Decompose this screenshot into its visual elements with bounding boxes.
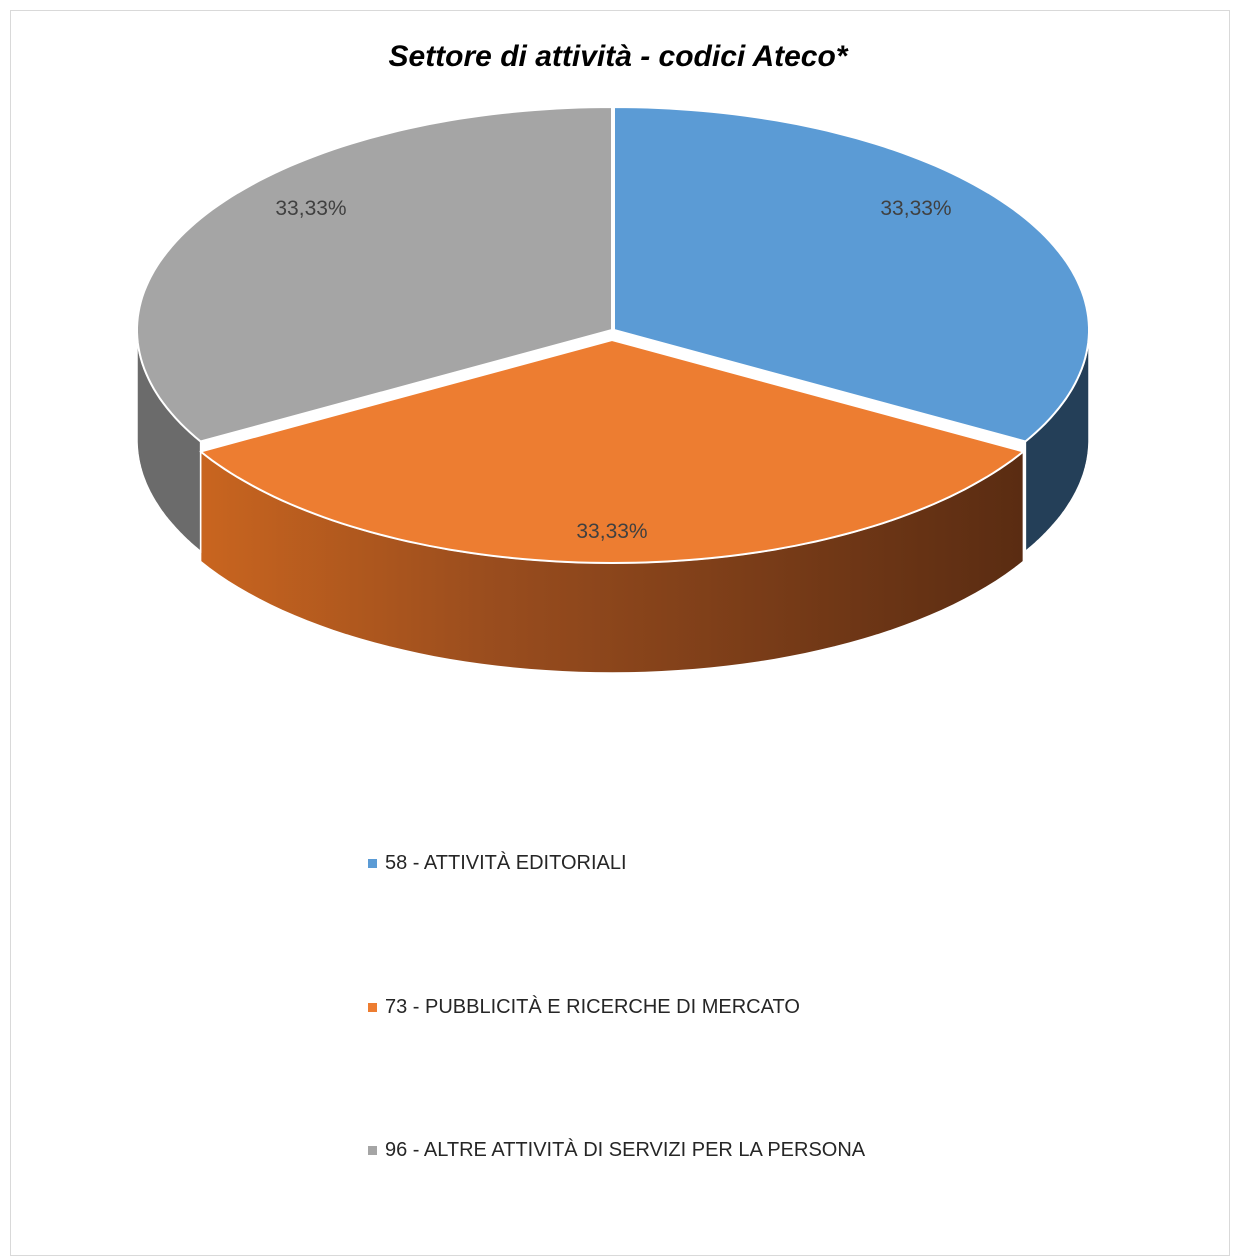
pie-data-labels: 33,33% 33,33% 33,33% [275, 197, 951, 543]
pie-slice-2 [199, 339, 1025, 564]
legend-swatch-2 [368, 1003, 377, 1012]
legend-swatch-1 [368, 859, 377, 868]
chart-title: Settore di attività - codici Ateco* [388, 40, 848, 73]
legend-label-1: 58 - ATTIVITÀ EDITORIALI [385, 852, 627, 874]
legend-swatch-3 [368, 1146, 377, 1155]
pie-slice-3 [136, 106, 613, 443]
data-label-2: 33,33% [576, 520, 647, 543]
legend-label-2: 73 - PUBBLICITÀ E RICERCHE DI MERCATO [385, 996, 800, 1018]
pie-top-faces [136, 106, 1090, 564]
pie-chart: 33,33% 33,33% 33,33% [136, 106, 1090, 674]
legend-item-3: 96 - ALTRE ATTIVITÀ DI SERVIZI PER LA PE… [368, 1139, 865, 1162]
legend-item-2: 73 - PUBBLICITÀ E RICERCHE DI MERCATO [368, 996, 800, 1019]
data-label-3: 33,33% [275, 197, 346, 220]
pie-slice-1 [613, 106, 1090, 443]
data-label-1: 33,33% [880, 197, 951, 220]
legend-item-1: 58 - ATTIVITÀ EDITORIALI [368, 852, 627, 875]
legend-label-3: 96 - ALTRE ATTIVITÀ DI SERVIZI PER LA PE… [385, 1139, 866, 1161]
